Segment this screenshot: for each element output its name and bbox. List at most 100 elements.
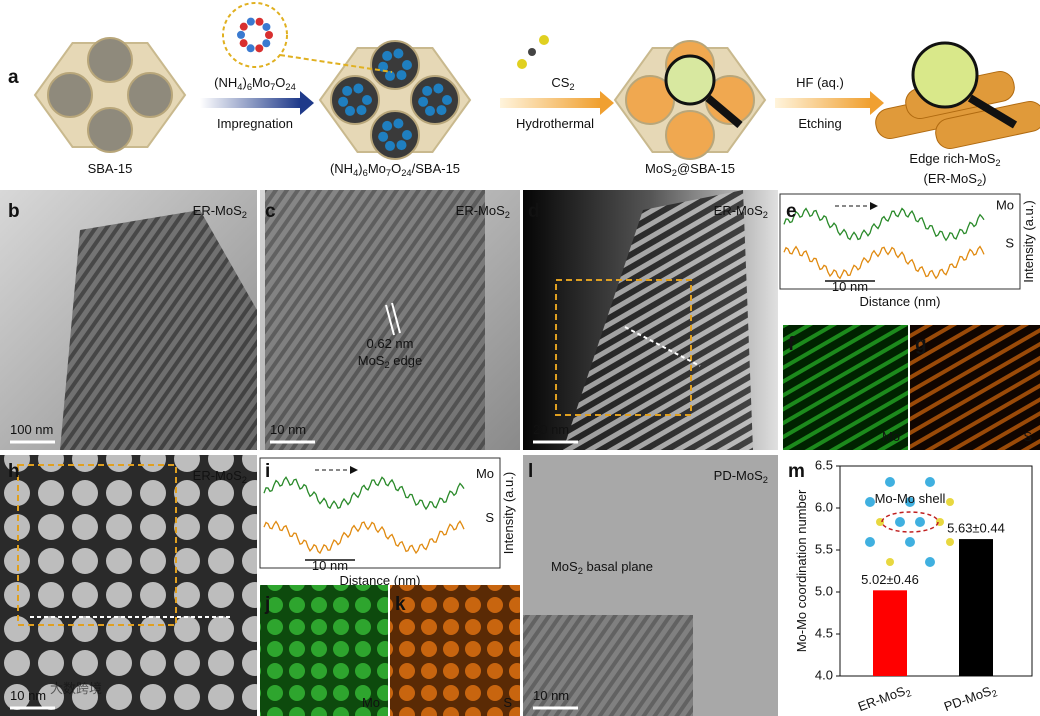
precursor-dot bbox=[382, 50, 393, 61]
zoom-lens bbox=[664, 54, 716, 106]
arrow-head bbox=[870, 202, 878, 210]
atom bbox=[946, 498, 954, 506]
atom bbox=[895, 517, 905, 527]
shell-ring bbox=[881, 511, 939, 533]
plot-frame bbox=[779, 193, 1021, 290]
axis-label: Distance (nm) bbox=[340, 573, 421, 588]
y-tick-label: 6.0 bbox=[815, 499, 833, 514]
precursor-dot bbox=[402, 60, 412, 70]
image-caption: PD-MoS2 bbox=[714, 468, 768, 485]
panel-label: i bbox=[265, 461, 270, 482]
value-label: 5.02±0.46 bbox=[861, 572, 919, 587]
arrow-bottom-label: Impregnation bbox=[217, 116, 293, 131]
molecule-atom bbox=[255, 44, 264, 53]
step-label: SBA-15 bbox=[88, 161, 133, 176]
image-caption: ER-MoS2 bbox=[456, 203, 510, 220]
image-caption: ER-MoS2 bbox=[193, 203, 247, 220]
arrow-top-label: (NH4)6Mo7O24 bbox=[214, 75, 296, 92]
panel-label: h bbox=[8, 461, 20, 482]
bar bbox=[873, 590, 907, 676]
annotation: Mo-Mo shell bbox=[875, 491, 946, 506]
panel-label: e bbox=[786, 201, 797, 222]
x-tick-label: PD-MoS2 bbox=[942, 682, 999, 716]
molecule-atom bbox=[246, 17, 255, 26]
y-tick-label: 4.0 bbox=[815, 667, 833, 682]
cs2-atom bbox=[528, 48, 536, 56]
scale-label: 10 nm bbox=[10, 688, 46, 703]
pore bbox=[370, 110, 420, 160]
series-label: Mo bbox=[476, 467, 494, 482]
arrow-top-label: HF (aq.) bbox=[796, 75, 844, 90]
panel-label: k bbox=[395, 594, 406, 615]
precursor-dot bbox=[345, 105, 356, 116]
y-tick-label: 4.5 bbox=[815, 625, 833, 640]
intensity-profile bbox=[263, 476, 465, 511]
scale-label: 10 nm bbox=[312, 558, 348, 573]
precursor-dot bbox=[436, 105, 447, 116]
molecule-atom bbox=[262, 39, 271, 48]
molecule-atom bbox=[246, 44, 255, 53]
axis-label: Distance (nm) bbox=[860, 294, 941, 309]
panel-label: j bbox=[264, 594, 270, 615]
precursor-dot bbox=[402, 130, 412, 140]
arrow-head bbox=[350, 466, 358, 474]
pore bbox=[87, 107, 133, 153]
arrow-bottom-label: Etching bbox=[798, 116, 841, 131]
lens-handle bbox=[967, 94, 1018, 129]
precursor-dot bbox=[418, 96, 429, 107]
atom bbox=[865, 497, 875, 507]
arrow-head bbox=[870, 91, 884, 115]
molecule-atom bbox=[239, 22, 248, 31]
zoom-circle bbox=[222, 2, 288, 68]
map-label: Mo bbox=[882, 429, 900, 444]
molecule-atom bbox=[262, 22, 271, 31]
atom bbox=[905, 497, 915, 507]
scale-label: 10 nm bbox=[270, 422, 306, 437]
roi-box bbox=[555, 279, 692, 416]
bar bbox=[959, 539, 993, 676]
precursor-dot bbox=[442, 95, 452, 105]
panel-label: l bbox=[528, 461, 533, 482]
precursor-dot bbox=[393, 48, 404, 59]
cs2-atom bbox=[539, 35, 549, 45]
map-label: S bbox=[503, 695, 512, 710]
pore bbox=[370, 40, 420, 90]
zoom-lens bbox=[911, 41, 979, 109]
precursor-dot bbox=[338, 96, 349, 107]
micrograph bbox=[0, 455, 257, 716]
pore bbox=[127, 72, 173, 118]
annotation: 0.62 nm bbox=[367, 336, 414, 351]
annotation: MoS2 basal plane bbox=[551, 559, 653, 576]
pore bbox=[47, 72, 93, 118]
lattice bbox=[265, 190, 485, 450]
precursor-dot bbox=[378, 61, 389, 72]
panel-label: a bbox=[8, 67, 19, 88]
precursor-dot bbox=[356, 105, 367, 116]
precursor-dot bbox=[393, 118, 404, 129]
precursor-dot bbox=[422, 85, 433, 96]
arrow-head bbox=[600, 91, 614, 115]
silica-block bbox=[318, 47, 472, 153]
atom bbox=[886, 558, 894, 566]
element-map bbox=[783, 325, 908, 450]
atom bbox=[865, 537, 875, 547]
precursor-dot bbox=[385, 70, 396, 81]
y-axis-label: Mo-Mo coordination number bbox=[794, 489, 809, 652]
atom bbox=[885, 477, 895, 487]
scale-label: 10 nm bbox=[832, 279, 868, 294]
intensity-profile bbox=[783, 207, 985, 242]
precursor-dot bbox=[342, 85, 353, 96]
pore bbox=[87, 37, 133, 83]
pore bbox=[410, 75, 460, 125]
panel-label: f bbox=[788, 334, 795, 355]
image-caption: ER-MoS2 bbox=[714, 203, 768, 220]
axis-label: Intensity (a.u.) bbox=[1021, 200, 1036, 282]
precursor-dot bbox=[396, 140, 407, 151]
value-label: 5.63±0.44 bbox=[947, 521, 1005, 536]
arrow-top-label: CS2 bbox=[551, 75, 574, 92]
atom bbox=[915, 517, 925, 527]
element-map bbox=[260, 585, 388, 716]
intensity-profile bbox=[783, 245, 985, 280]
series-label: S bbox=[1005, 236, 1014, 251]
